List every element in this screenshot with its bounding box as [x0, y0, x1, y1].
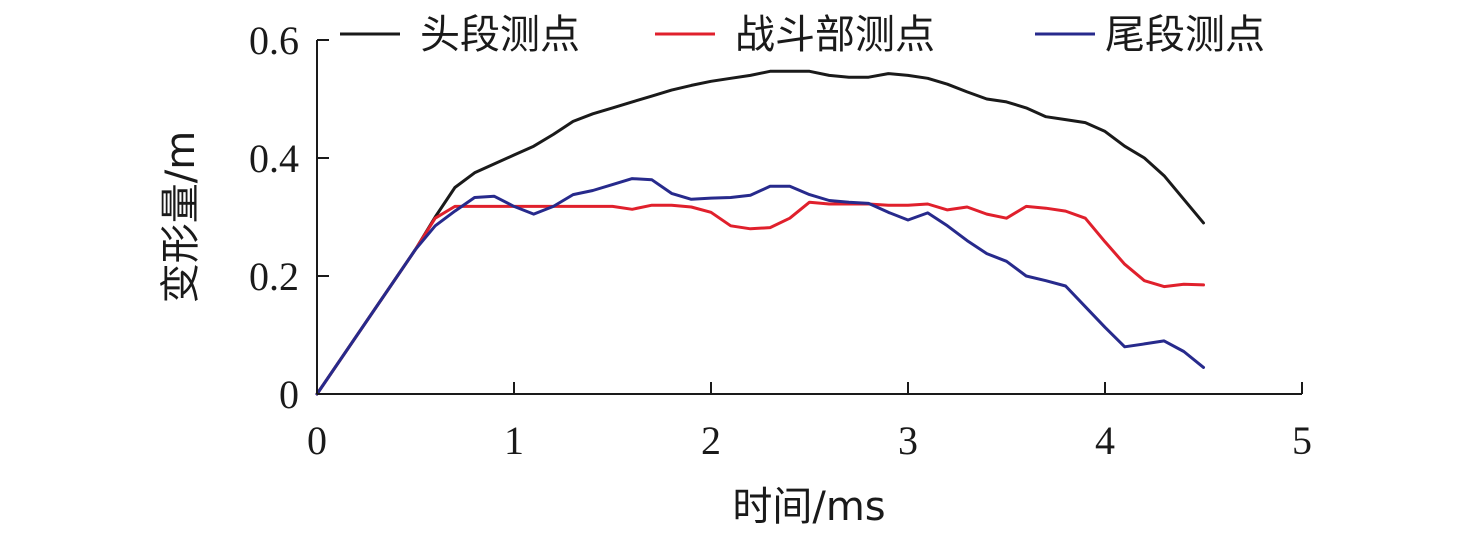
x-tick-label-3: 3 — [898, 418, 918, 463]
legend: 头段测点 战斗部测点 尾段测点 — [340, 12, 1265, 58]
x-ticks: 0 1 2 3 4 5 — [307, 382, 1312, 463]
series-line-1 — [315, 200, 1205, 396]
x-tick-label-5: 5 — [1292, 418, 1312, 463]
x-tick-label-1: 1 — [504, 418, 524, 463]
y-tick-label-2: 0.4 — [249, 136, 299, 181]
series-line-2 — [315, 177, 1205, 396]
y-tick-label-0: 0 — [279, 372, 299, 417]
legend-label-1: 战斗部测点 — [735, 12, 935, 58]
axes — [316, 40, 1302, 395]
x-tick-label-0: 0 — [307, 418, 327, 463]
x-tick-label-2: 2 — [701, 418, 721, 463]
y-ticks: 0 0.2 0.4 0.6 — [249, 18, 329, 417]
legend-label-2: 尾段测点 — [1105, 12, 1265, 58]
y-tick-label-3: 0.6 — [249, 18, 299, 63]
series-line-0 — [315, 69, 1205, 396]
plot-lines — [315, 69, 1205, 396]
y-axis-label: 变形量/m — [158, 131, 204, 303]
legend-label-0: 头段测点 — [420, 12, 580, 58]
x-axis-label: 时间/ms — [732, 484, 885, 530]
x-tick-label-4: 4 — [1095, 418, 1115, 463]
y-tick-label-1: 0.2 — [249, 254, 299, 299]
